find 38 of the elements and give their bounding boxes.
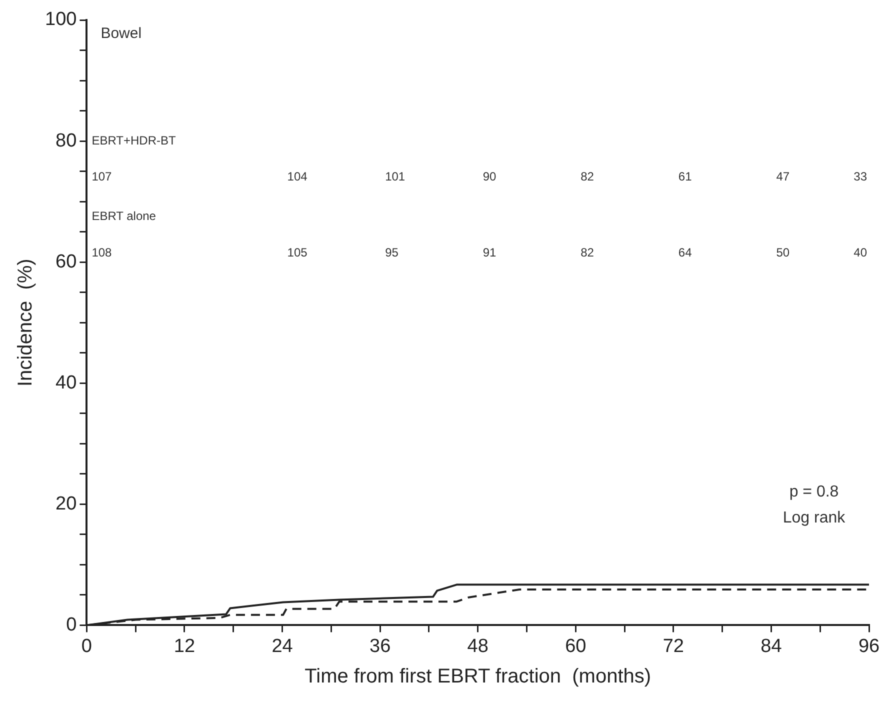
y-tick-label: 80 xyxy=(56,130,77,152)
annotation: EBRT alone xyxy=(92,209,156,224)
y-tick-label: 0 xyxy=(66,614,77,636)
annotation: 105 xyxy=(287,245,308,260)
y-tick-label: 60 xyxy=(56,251,77,272)
x-tick-label: 0 xyxy=(81,636,92,657)
annotation: 61 xyxy=(678,170,692,184)
annotation: 33 xyxy=(854,170,868,184)
x-tick-label: 60 xyxy=(565,636,586,657)
annotation: 108 xyxy=(92,245,112,260)
y-tick-label: 20 xyxy=(56,493,77,514)
annotation: 82 xyxy=(580,170,594,184)
annotation: 91 xyxy=(482,245,497,260)
annotation: 64 xyxy=(678,245,692,260)
annotation: 47 xyxy=(776,170,790,184)
annotation: 107 xyxy=(92,170,112,184)
x-axis-title: Time from first EBRT fraction (months) xyxy=(304,666,652,688)
annotation: EBRT+HDR-BT xyxy=(92,133,176,148)
x-tick-label: 72 xyxy=(662,636,684,657)
annotation: Log rank xyxy=(782,509,846,526)
y-axis-title: Incidence (%) xyxy=(14,258,37,387)
x-tick-label: 96 xyxy=(858,636,880,657)
annotation: p = 0.8 xyxy=(789,483,839,500)
x-tick-label: 12 xyxy=(174,636,196,657)
annotation: 95 xyxy=(385,245,399,260)
y-tick-label: 40 xyxy=(56,372,77,394)
x-tick-label: 48 xyxy=(467,636,488,657)
annotation: 90 xyxy=(482,170,497,184)
annotation: 40 xyxy=(854,245,868,260)
x-tick-label: 24 xyxy=(272,636,294,657)
annotation: 50 xyxy=(776,245,790,260)
annotation: 104 xyxy=(287,170,308,184)
annotation: 82 xyxy=(580,245,594,260)
x-tick-label: 84 xyxy=(760,636,782,657)
x-tick-label: 36 xyxy=(369,636,391,657)
chart-title: Bowel xyxy=(100,25,142,42)
annotation: 101 xyxy=(385,170,406,184)
y-tick-label: 100 xyxy=(45,9,77,30)
